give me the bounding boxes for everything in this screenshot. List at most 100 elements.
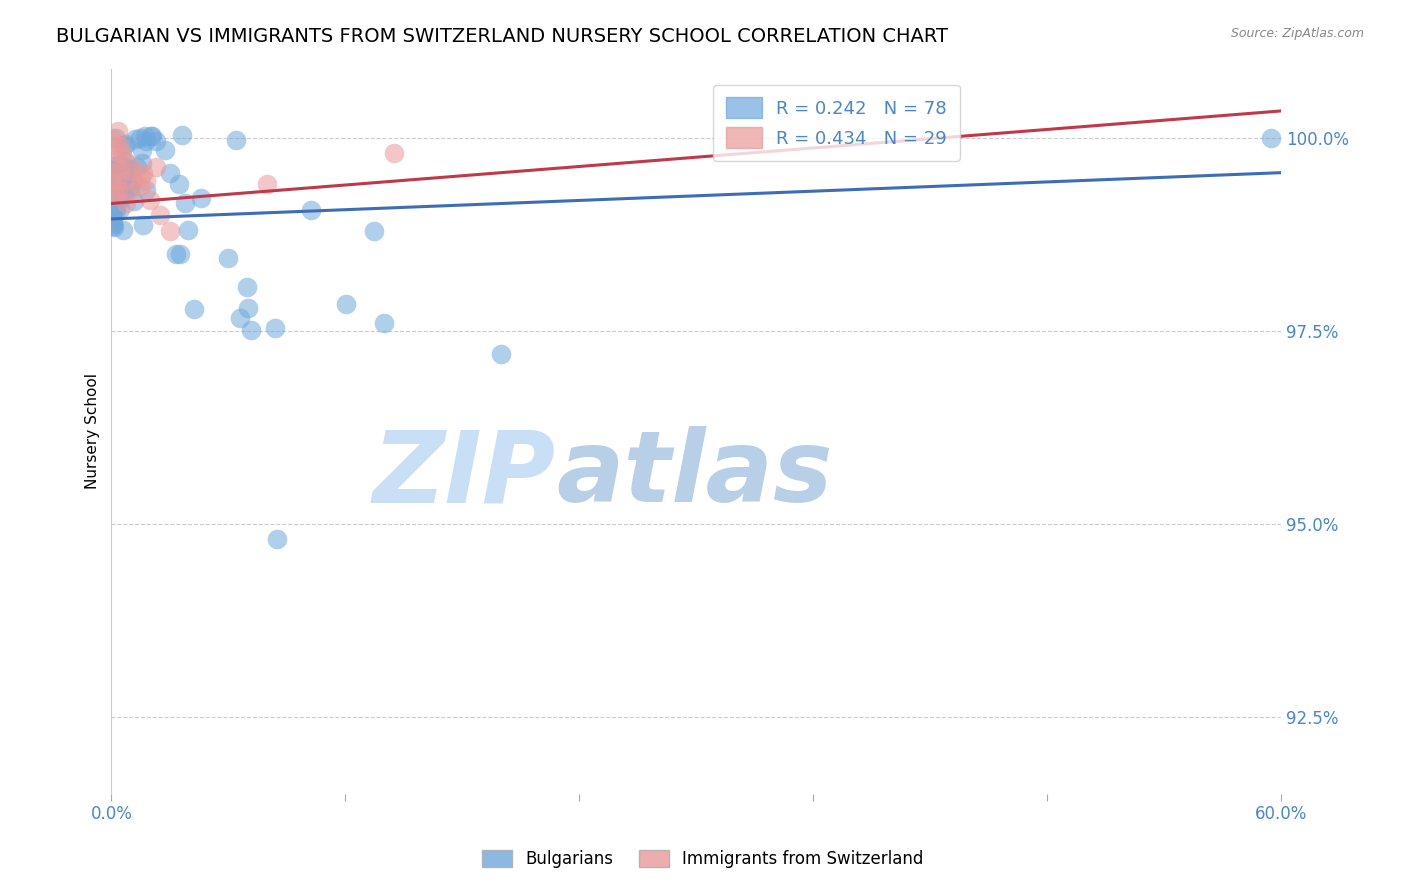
Point <box>165 247 187 261</box>
Text: Source: ZipAtlas.com: Source: ZipAtlas.com <box>1230 27 1364 40</box>
Point <box>131 156 153 170</box>
Point <box>118 182 141 196</box>
Point <box>131 143 153 157</box>
Point <box>218 251 240 265</box>
Point <box>264 320 287 334</box>
Point <box>225 133 247 147</box>
Point <box>183 301 205 316</box>
Point <box>108 202 131 217</box>
Point <box>299 202 322 217</box>
Point <box>145 134 167 148</box>
Point <box>129 169 152 184</box>
Point <box>104 202 127 217</box>
Point <box>101 176 124 190</box>
Point <box>104 159 127 173</box>
Point <box>373 316 395 330</box>
Point <box>229 311 252 326</box>
Point <box>103 220 125 235</box>
Point <box>256 178 278 192</box>
Point <box>141 128 163 143</box>
Point <box>112 137 135 152</box>
Point <box>115 136 138 151</box>
Point <box>117 163 139 178</box>
Point <box>139 193 162 207</box>
Point <box>128 131 150 145</box>
Point <box>128 179 150 194</box>
Text: ZIP: ZIP <box>373 426 555 523</box>
Point <box>108 146 131 161</box>
Point <box>108 174 131 188</box>
Point <box>103 204 125 219</box>
Point <box>135 174 157 188</box>
Point <box>155 143 177 157</box>
Text: atlas: atlas <box>555 426 832 523</box>
Point <box>124 132 146 146</box>
Point <box>112 223 135 237</box>
Point <box>127 160 149 174</box>
Point <box>105 174 128 188</box>
Point <box>120 179 142 194</box>
Legend: Bulgarians, Immigrants from Switzerland: Bulgarians, Immigrants from Switzerland <box>475 843 931 875</box>
Point <box>120 185 142 199</box>
Point <box>170 128 193 142</box>
Point <box>101 186 124 201</box>
Point <box>110 138 132 153</box>
Point <box>235 280 257 294</box>
Point <box>101 130 124 145</box>
Point <box>382 146 405 161</box>
Point <box>110 161 132 176</box>
Point <box>132 218 155 232</box>
Point <box>115 195 138 210</box>
Point <box>190 192 212 206</box>
Point <box>101 165 124 179</box>
Point <box>177 223 200 237</box>
Point <box>135 183 157 197</box>
Point <box>114 173 136 187</box>
Point <box>107 124 129 138</box>
Point <box>103 212 125 227</box>
Point <box>239 323 262 337</box>
Point <box>124 194 146 209</box>
Point <box>103 162 125 177</box>
Point <box>174 195 197 210</box>
Point <box>103 192 125 206</box>
Point <box>104 131 127 145</box>
Point <box>1260 131 1282 145</box>
Point <box>122 172 145 186</box>
Point <box>149 208 172 222</box>
Point <box>135 135 157 149</box>
Point <box>115 163 138 178</box>
Point <box>104 164 127 178</box>
Point <box>104 202 127 216</box>
Point <box>108 162 131 177</box>
Point <box>112 159 135 173</box>
Point <box>111 147 134 161</box>
Point <box>104 189 127 203</box>
Point <box>145 160 167 174</box>
Point <box>115 163 138 178</box>
Point <box>132 166 155 180</box>
Point <box>110 191 132 205</box>
Point <box>111 162 134 177</box>
Point <box>134 128 156 143</box>
Point <box>115 175 138 189</box>
Point <box>159 166 181 180</box>
Point <box>108 157 131 171</box>
Point <box>266 532 288 546</box>
Point <box>159 223 181 237</box>
Point <box>120 164 142 178</box>
Point <box>118 157 141 171</box>
Point <box>169 246 191 260</box>
Point <box>491 347 513 361</box>
Point <box>107 182 129 196</box>
Point <box>112 185 135 199</box>
Legend: R = 0.242   N = 78, R = 0.434   N = 29: R = 0.242 N = 78, R = 0.434 N = 29 <box>713 85 960 161</box>
Point <box>139 129 162 144</box>
Point <box>236 301 259 315</box>
Point <box>103 217 125 231</box>
Point <box>103 219 125 233</box>
Point <box>363 224 385 238</box>
Point <box>114 154 136 169</box>
Point <box>103 155 125 169</box>
Point <box>104 136 127 151</box>
